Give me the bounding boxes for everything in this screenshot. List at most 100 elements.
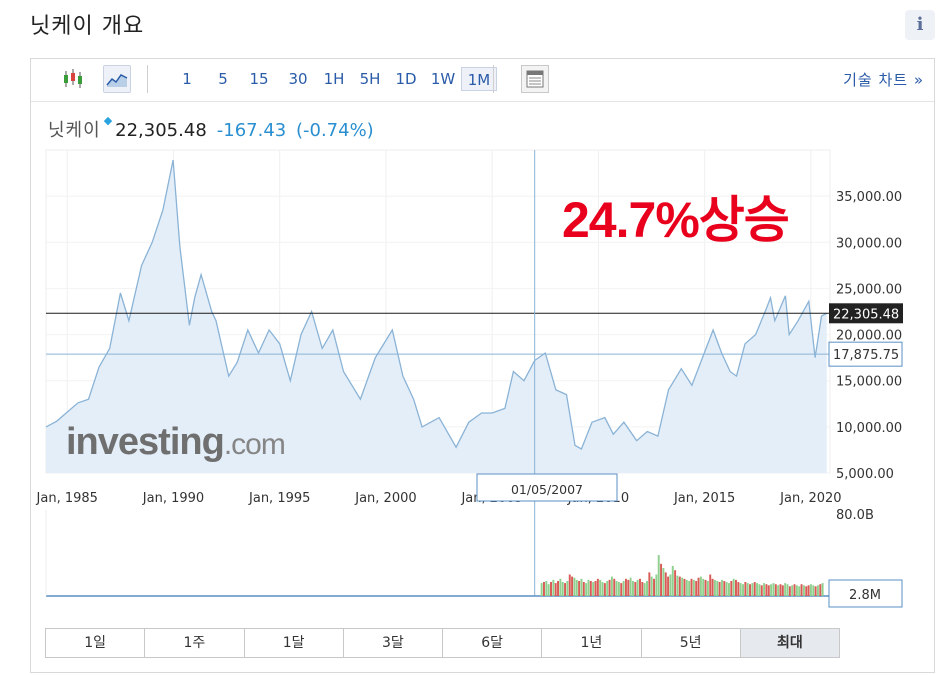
range-button-4[interactable]: 6달 [443, 629, 543, 657]
volume-bar [550, 582, 552, 596]
volume-bar [728, 583, 730, 596]
volume-bar [653, 578, 656, 596]
volume-bar [784, 583, 787, 596]
y-tick-label: 30,000.00 [836, 236, 902, 251]
price-area [46, 160, 827, 473]
area-chart-icon[interactable] [103, 65, 131, 93]
volume-bar [564, 583, 567, 596]
volume-bar [681, 577, 684, 596]
chart-toolbar: 1 5 15 30 1H 5H 1D 1W 1M 기술 차트 » [31, 59, 934, 102]
interval-15[interactable]: 15 [249, 70, 269, 88]
range-button-7[interactable]: 최대 [740, 629, 839, 657]
volume-bar [718, 582, 721, 596]
volume-bar [791, 585, 794, 597]
volume-bar [620, 583, 623, 596]
volume-bar [657, 555, 660, 596]
volume-bar [749, 584, 752, 596]
volume-bar [690, 578, 693, 596]
volume-bar [781, 585, 784, 597]
interval-1[interactable]: 1 [182, 70, 192, 88]
range-button-1[interactable]: 1주 [145, 629, 245, 657]
volume-bar [571, 576, 574, 596]
volume-bar [753, 582, 756, 596]
volume-bar [580, 578, 583, 596]
toolbar-divider [147, 65, 148, 93]
volume-bar [552, 579, 555, 596]
quote-line: 닛케이 ◆ 22,305.48 -167.43 (-0.74%) [48, 114, 374, 142]
interval-1w[interactable]: 1W [430, 70, 456, 88]
volume-bar [639, 578, 641, 596]
range-button-5[interactable]: 1년 [542, 629, 642, 657]
volume-bar [688, 581, 691, 596]
volume-bar [676, 575, 679, 596]
volume-bar [697, 577, 700, 596]
x-tick-label: Jan, 2020 [779, 491, 841, 506]
volume-bar [660, 563, 663, 597]
volume-bar [699, 576, 702, 596]
candlestick-icon[interactable] [59, 65, 87, 93]
volume-bar [636, 579, 639, 596]
volume-bar [575, 579, 578, 596]
volume-bar [592, 582, 595, 596]
volume-bar [646, 581, 648, 596]
volume-bar [662, 568, 665, 596]
volume-bar [543, 582, 545, 596]
interval-30[interactable]: 30 [288, 70, 308, 88]
page-title: 닛케이 개요 [30, 14, 145, 39]
crosshair-date-label: 01/05/2007 [511, 482, 583, 497]
range-button-2[interactable]: 1달 [244, 629, 344, 657]
volume-bar [573, 577, 576, 596]
x-tick-label: Jan, 2015 [673, 491, 735, 506]
volume-bar [674, 570, 677, 596]
interval-5[interactable]: 5 [218, 70, 228, 88]
volume-bar [559, 578, 562, 596]
volume-bar [627, 579, 630, 596]
volume-bar [763, 583, 766, 596]
volume-bar [594, 581, 597, 596]
volume-bar [795, 585, 798, 597]
volume-bar [702, 578, 705, 596]
volume-bar [793, 584, 796, 596]
volume-bar [671, 565, 674, 596]
interval-1m[interactable]: 1M [461, 67, 497, 91]
volume-bar [779, 584, 782, 596]
interval-1d[interactable]: 1D [395, 70, 417, 88]
gain-annotation: 24.7%상승 [562, 192, 790, 248]
interval-1h[interactable]: 1H [323, 70, 345, 88]
volume-bar [732, 578, 735, 596]
volume-bar [772, 583, 775, 596]
x-tick-label: Jan, 2000 [354, 491, 416, 506]
volume-bar [669, 574, 672, 596]
crosshair-price-label: 17,875.75 [833, 348, 899, 363]
technical-chart-link[interactable]: 기술 차트 » [843, 71, 924, 89]
price-change: -167.43 [216, 120, 287, 141]
range-button-6[interactable]: 5년 [641, 629, 741, 657]
diamond-icon: ◆ [103, 114, 113, 127]
y-tick-label: 10,000.00 [836, 421, 902, 436]
volume-bar [643, 583, 646, 596]
volume-bar [819, 584, 822, 596]
volume-value-label: 2.8M [849, 588, 881, 603]
range-button-3[interactable]: 3달 [343, 629, 443, 657]
current-price-box [829, 303, 903, 324]
range-button-0[interactable]: 1일 [46, 629, 146, 657]
volume-bar [585, 583, 588, 596]
volume-bar [704, 579, 707, 596]
volume-bar [634, 582, 637, 596]
volume-bar [545, 581, 548, 596]
table-view-icon[interactable] [521, 65, 549, 93]
volume-bar [765, 584, 768, 596]
y-tick-label: 20,000.00 [836, 329, 902, 344]
y-tick-label: 5,000.00 [836, 467, 894, 482]
info-icon[interactable]: i [905, 10, 935, 40]
volume-bar [767, 585, 770, 597]
volume-bar [706, 581, 709, 596]
interval-5h[interactable]: 5H [359, 70, 381, 88]
volume-bar [760, 585, 763, 597]
volume-bar [809, 584, 812, 596]
last-price: 22,305.48 [115, 120, 207, 141]
volume-bar [821, 583, 824, 596]
volume-bar [713, 579, 716, 596]
volume-bar [744, 582, 747, 596]
